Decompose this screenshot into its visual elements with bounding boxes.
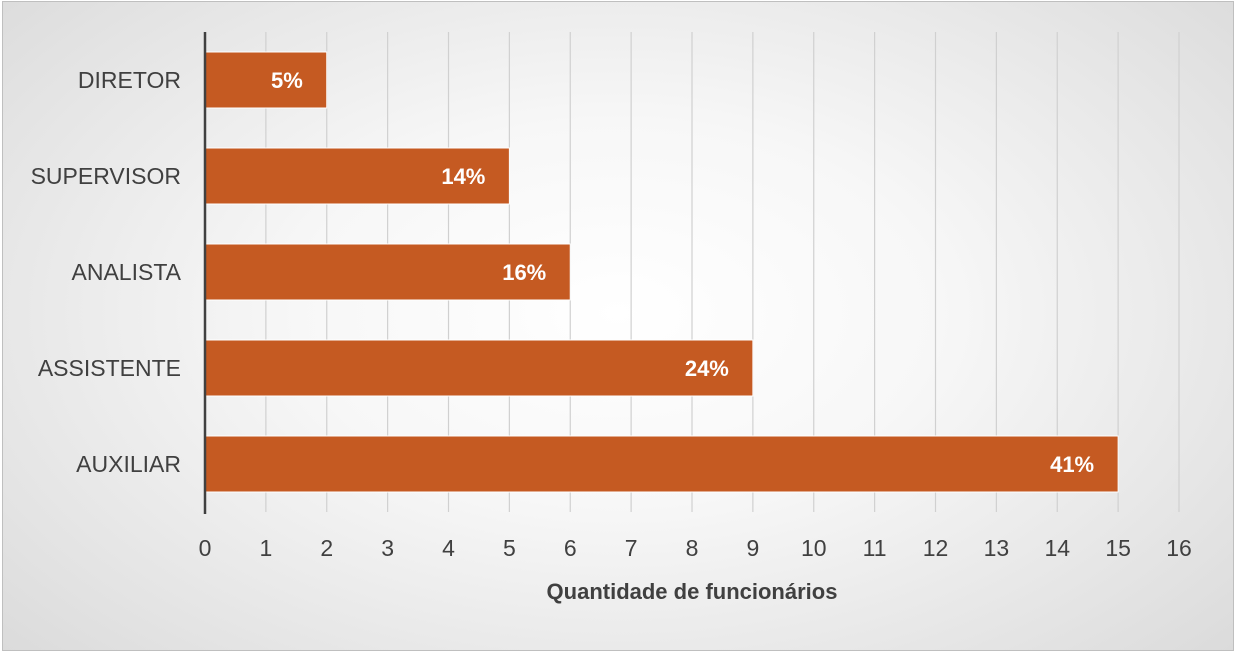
data-label: 14%	[441, 164, 485, 189]
bar-chart: 5% 14% 16% 24% 41% DIRETOR SUPERVISOR ANALISTA…	[31, 32, 1192, 604]
category-labels: DIRETOR SUPERVISOR ANALISTA ASSISTENTE AUXIL…	[31, 67, 182, 477]
bar-supervisor	[204, 147, 510, 205]
x-axis-title: Quantidade de funcionários	[547, 579, 838, 604]
x-tick-label: 6	[564, 535, 577, 561]
data-label: 41%	[1050, 452, 1094, 477]
category-label: ASSISTENTE	[38, 355, 181, 381]
x-tick-label: 10	[801, 535, 827, 561]
x-tick-label: 13	[984, 535, 1010, 561]
x-tick-label: 8	[686, 535, 699, 561]
data-label: 16%	[502, 260, 546, 285]
x-tick-label: 12	[923, 535, 949, 561]
x-tick-label: 9	[746, 535, 759, 561]
x-tick-label: 3	[381, 535, 394, 561]
category-label: DIRETOR	[78, 67, 181, 93]
x-tick-labels: 0 1 2 3 4 5 6 7 8 9 10 11 12 13 14 15 16	[199, 535, 1192, 561]
x-tick-label: 7	[625, 535, 638, 561]
x-tick-label: 15	[1105, 535, 1131, 561]
data-label: 5%	[271, 68, 303, 93]
x-tick-label: 2	[320, 535, 333, 561]
category-label: AUXILIAR	[76, 451, 181, 477]
bar-diretor	[204, 51, 328, 109]
data-label: 24%	[685, 356, 729, 381]
category-label: SUPERVISOR	[31, 163, 181, 189]
x-tick-label: 1	[259, 535, 272, 561]
x-tick-label: 4	[442, 535, 455, 561]
x-tick-label: 0	[199, 535, 212, 561]
x-tick-label: 14	[1044, 535, 1070, 561]
x-tick-label: 5	[503, 535, 516, 561]
x-tick-label: 11	[863, 535, 887, 561]
bars: 5% 14% 16% 24% 41%	[204, 51, 1119, 493]
bar-assistente	[204, 339, 754, 397]
category-label: ANALISTA	[72, 259, 182, 285]
bar-analista	[204, 243, 571, 301]
bar-auxiliar	[204, 435, 1119, 493]
x-tick-label: 16	[1166, 535, 1192, 561]
